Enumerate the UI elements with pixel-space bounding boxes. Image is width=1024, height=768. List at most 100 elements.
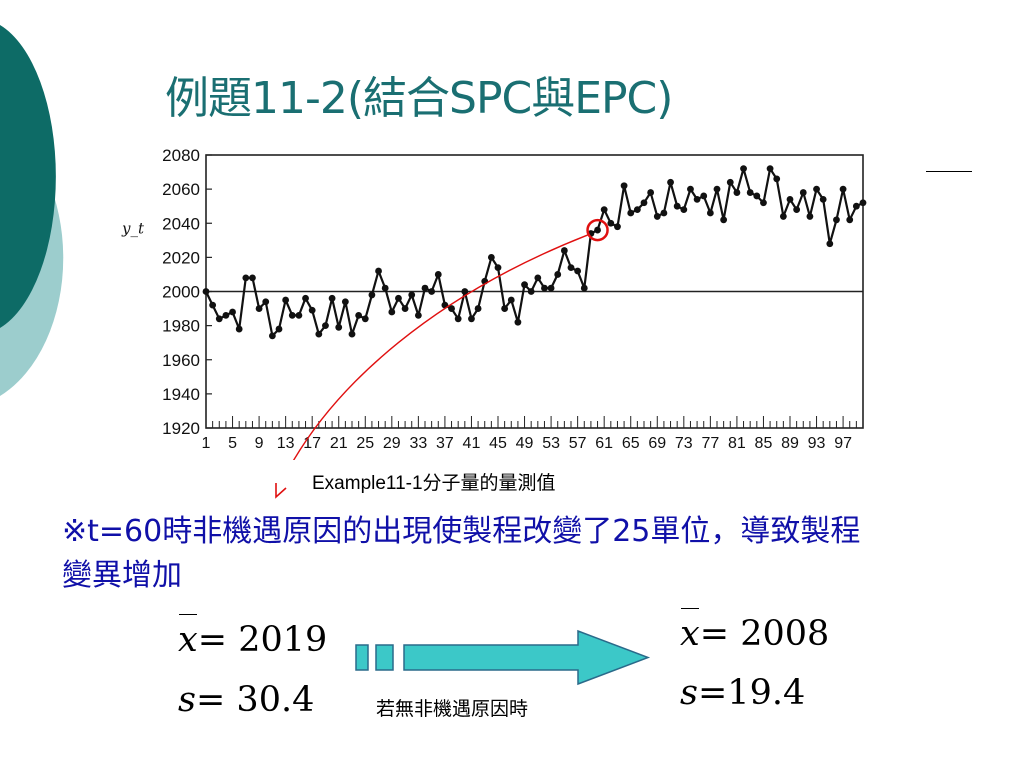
- data-point: [607, 219, 615, 227]
- data-point: [740, 165, 747, 173]
- data-point: [680, 206, 688, 213]
- data-point: [753, 192, 761, 200]
- slide-title: 例題11-2(結合SPC與EPC): [165, 73, 673, 124]
- data-point: [534, 274, 542, 282]
- y-tick-label: 1940: [162, 385, 200, 404]
- sd-symbol: s: [178, 680, 196, 720]
- data-point: [434, 271, 442, 278]
- data-point: [288, 311, 296, 319]
- y-tick-label: 2040: [162, 214, 200, 233]
- data-point: [813, 185, 820, 193]
- data-point: [401, 305, 409, 312]
- data-point: [255, 305, 263, 312]
- data-point: [414, 311, 422, 319]
- data-point: [521, 281, 528, 289]
- data-point: [673, 202, 681, 210]
- x-tick-label: 57: [569, 435, 587, 452]
- data-point: [541, 284, 548, 292]
- data-point: [633, 206, 641, 213]
- data-point: [640, 199, 648, 207]
- data-point: [235, 325, 243, 333]
- data-point: [368, 291, 376, 299]
- data-point: [799, 189, 807, 196]
- data-point: [660, 209, 668, 217]
- data-point: [501, 305, 509, 312]
- x-tick-label: 21: [330, 435, 348, 452]
- y-axis-label: y_t: [121, 219, 145, 237]
- data-point: [395, 294, 402, 302]
- data-point: [468, 315, 475, 323]
- molecular-weight-chart: 192019401960198020002020204020602080y_t …: [121, 146, 867, 460]
- x-tick-label: 97: [834, 435, 852, 452]
- data-point: [554, 271, 562, 278]
- chart-annotations: [293, 218, 609, 460]
- data-point: [209, 301, 217, 309]
- x-tick-label: 33: [409, 435, 427, 452]
- data-point: [746, 189, 754, 196]
- data-point: [627, 209, 635, 217]
- data-point: [408, 291, 416, 299]
- y-axis-ticks: 1920 1940 1960 1980 2000 2020 2040 2060 2080 y_t: [121, 146, 212, 438]
- y-tick-label: 2000: [162, 283, 200, 302]
- data-point: [448, 305, 455, 312]
- after-sd-value: =19.4: [697, 673, 806, 713]
- x-tick-label: 93: [808, 435, 826, 452]
- highlight-circle: [586, 218, 609, 242]
- y-tick-label: 1980: [162, 317, 200, 336]
- x-tick-label: 17: [303, 435, 321, 452]
- y-tick-label: 2080: [162, 146, 200, 165]
- data-point: [806, 213, 814, 220]
- sd-symbol: s: [680, 673, 698, 713]
- x-tick-label: 25: [356, 435, 374, 452]
- x-tick-label: 65: [622, 435, 640, 452]
- data-point: [328, 294, 336, 302]
- x-tick-label: 69: [648, 435, 666, 452]
- data-point: [833, 216, 840, 224]
- data-point: [302, 294, 309, 302]
- data-point: [348, 330, 356, 338]
- transition-arrow: [355, 629, 651, 686]
- data-point: [574, 267, 582, 275]
- arrow-label: 若無非機遇原因時: [376, 698, 529, 720]
- data-point: [242, 274, 250, 282]
- arrow-block-1: [355, 644, 369, 671]
- y-tick-label: 1920: [162, 419, 200, 438]
- x-tick-label: 61: [595, 435, 613, 452]
- process-shift-note: ※t=60時非機遇原因的出現使製程改變了25單位，導致製程變異增加: [62, 514, 861, 593]
- data-point: [335, 323, 343, 331]
- x-tick-label: 5: [228, 435, 237, 452]
- arrowhead: [275, 483, 287, 499]
- data-point: [693, 195, 701, 203]
- data-point: [859, 199, 867, 207]
- x-tick-label: 49: [516, 435, 534, 452]
- data-point: [275, 325, 283, 333]
- mean-symbol: x: [680, 608, 700, 654]
- x-tick-label: 73: [675, 435, 693, 452]
- data-point: [594, 226, 601, 234]
- data-point: [381, 284, 389, 292]
- x-tick-label: 29: [383, 435, 401, 452]
- data-point: [779, 213, 787, 220]
- data-point: [474, 305, 482, 312]
- data-point: [720, 216, 728, 224]
- data-point: [215, 315, 223, 323]
- after-mean-value: = 2008: [699, 614, 830, 654]
- x-tick-label: 41: [463, 435, 481, 452]
- data-point: [614, 223, 621, 231]
- data-point: [295, 311, 303, 319]
- y-tick-label: 1960: [162, 351, 200, 370]
- before-mean: x= 2019: [178, 614, 327, 660]
- x-tick-label: 9: [255, 435, 264, 452]
- data-point: [547, 284, 555, 292]
- data-point: [793, 206, 801, 213]
- data-point: [262, 298, 270, 306]
- data-point: [268, 332, 276, 340]
- data-point: [560, 247, 568, 254]
- data-point: [760, 199, 767, 207]
- data-point: [567, 264, 575, 272]
- data-point: [620, 182, 628, 190]
- data-point: [846, 216, 854, 224]
- x-tick-label: 1: [202, 435, 211, 452]
- data-point: [852, 202, 860, 210]
- data-point: [308, 306, 316, 314]
